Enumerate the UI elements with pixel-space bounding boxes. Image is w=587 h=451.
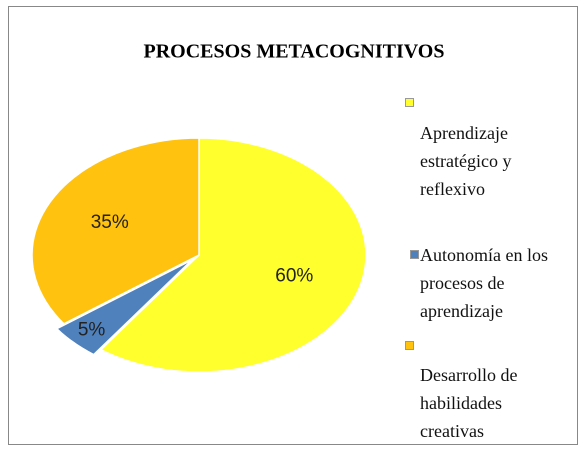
legend-label: Autonomía en los procesos de aprendizaje bbox=[420, 245, 548, 321]
legend-label: Desarrollo de habilidades creativas bbox=[420, 365, 518, 441]
legend-swatch bbox=[405, 98, 414, 107]
chart-title: PROCESOS METACOGNITIVOS bbox=[144, 41, 445, 63]
pie-slice bbox=[31, 137, 200, 325]
data-label: 5% bbox=[78, 319, 106, 340]
pie-slice bbox=[99, 137, 367, 373]
pie-slice bbox=[55, 259, 193, 356]
legend-swatch bbox=[410, 250, 419, 259]
data-label: 60% bbox=[275, 266, 313, 287]
legend-label: Aprendizaje estratégico y reflexivo bbox=[420, 123, 512, 199]
data-label: 35% bbox=[91, 212, 129, 233]
legend-swatch bbox=[405, 341, 414, 350]
